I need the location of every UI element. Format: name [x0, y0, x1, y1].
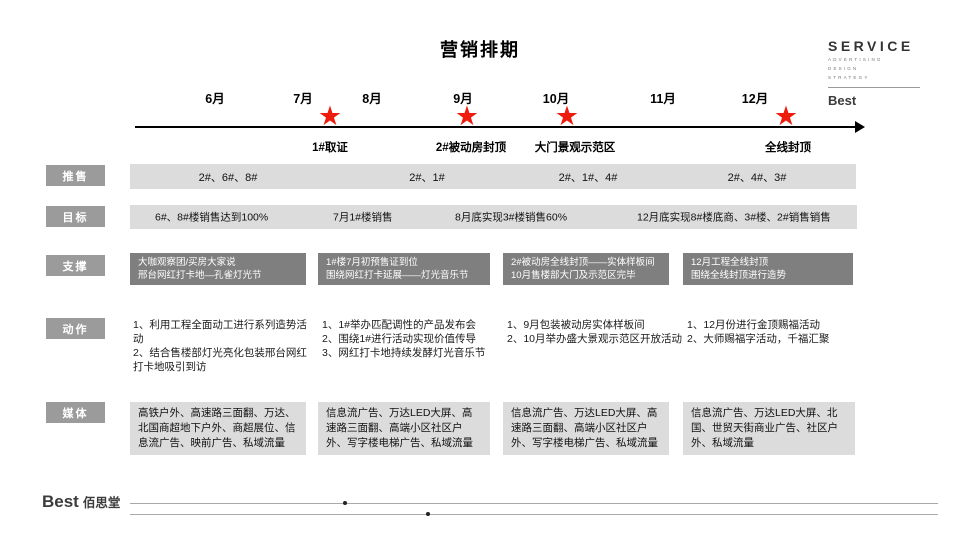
milestone-star-icon: ★: [554, 101, 580, 131]
dongzuo-cell: 1、利用工程全面动工进行系列造势活动 2、结合售楼部灯光亮化包装邢台网红打卡地吸…: [133, 319, 307, 373]
row-label-dongzuo: 动作: [46, 318, 105, 339]
row-label-zhicheng: 支撑: [46, 255, 105, 276]
meiti-box: 信息流广告、万达LED大屏、北国、世贸天街商业广告、社区户外、私域流量: [683, 402, 855, 455]
service-logo-divider: [828, 87, 920, 88]
footer-line-dot: [426, 512, 430, 516]
mubiao-cell: 6#、8#楼销售达到100%: [155, 211, 269, 224]
month-label-dec: 12月: [741, 92, 769, 106]
month-label-jun: 6月: [205, 92, 225, 106]
zhicheng-box: 2#被动房全线封顶——实体样板间 10月售楼部大门及示范区完毕: [503, 253, 669, 285]
service-logo-best: Best: [828, 93, 857, 108]
tuishou-cell: 2#、6#、8#: [198, 171, 258, 184]
dongzuo-cell: 1、9月包装被动房实体样板间 2、10月举办盛大景观示范区开放活动: [507, 319, 683, 345]
timeline-arrowhead-icon: [855, 121, 865, 133]
best-logo: Best 佰思堂: [42, 492, 120, 512]
milestone-label: 1#取证: [312, 142, 348, 154]
month-label-aug: 8月: [362, 92, 382, 106]
service-logo-text: SERVICE: [828, 38, 914, 54]
meiti-box: 信息流广告、万达LED大屏、高速路三面翻、高端小区社区户外、写字楼电梯广告、私域…: [503, 402, 669, 455]
footer-line-dot: [343, 501, 347, 505]
milestone-star-icon: ★: [773, 101, 799, 131]
service-logo-sub-strategy: STRATEGY: [828, 75, 870, 80]
tuishou-cell: 2#、4#、3#: [727, 171, 787, 184]
meiti-box: 信息流广告、万达LED大屏、高速路三面翻、高端小区社区户外、写字楼电梯广告、私域…: [318, 402, 490, 455]
mubiao-cell: 12月底实现8#楼底商、3#楼、2#销售销售: [637, 211, 831, 224]
timeline-axis: [135, 126, 857, 128]
mubiao-bar: 6#、8#楼销售达到100% 7月1#楼销售 8月底实现3#楼销售60% 12月…: [130, 205, 857, 229]
footer-line: [130, 514, 938, 515]
mubiao-cell: 8月底实现3#楼销售60%: [455, 211, 568, 224]
dongzuo-cell: 1、12月份进行金顶赐福活动 2、大师赐福字活动，千福汇聚: [687, 319, 830, 345]
tuishou-cell: 2#、1#: [409, 171, 445, 184]
milestone-label: 2#被动房封顶: [435, 142, 507, 154]
month-label-jul: 7月: [293, 92, 313, 106]
milestone-label: 全线封顶: [765, 142, 811, 154]
month-label-nov: 11月: [650, 92, 676, 106]
page-title: 营销排期: [440, 40, 520, 60]
best-logo-studio: 佰思堂: [82, 496, 121, 510]
meiti-box: 高铁户外、高速路三面翻、万达、北国商超地下户外、商超展位、信息流广告、映前广告、…: [130, 402, 306, 455]
best-logo-text: Best: [42, 492, 79, 511]
row-label-mubiao: 目标: [46, 206, 105, 227]
milestone-label: 大门景观示范区: [534, 142, 616, 154]
service-logo-sub-advertising: ADVERTISING: [828, 57, 883, 62]
tuishou-bar: 2#、6#、8# 2#、1# 2#、1#、4# 2#、4#、3#: [130, 164, 856, 189]
dongzuo-cell: 1、1#举办匹配调性的产品发布会 2、围绕1#进行活动实现价值传导 3、网红打卡…: [322, 319, 486, 359]
mubiao-cell: 7月1#楼销售: [333, 211, 393, 224]
row-label-tuishou: 推售: [46, 165, 105, 186]
tuishou-cell: 2#、1#、4#: [558, 171, 618, 184]
row-label-meiti: 媒体: [46, 402, 105, 423]
month-label-sep: 9月: [453, 92, 473, 106]
zhicheng-box: 12月工程全线封顶 围绕全线封顶进行造势: [683, 253, 853, 285]
zhicheng-box: 大咖观察团/买房大家说 邢台网红打卡地—孔雀灯光节: [130, 253, 306, 285]
zhicheng-box: 1#楼7月初预售证到位 围绕网红打卡延展——灯光音乐节: [318, 253, 490, 285]
footer-line: [130, 503, 938, 504]
milestone-star-icon: ★: [454, 101, 480, 131]
month-label-oct: 10月: [542, 92, 570, 106]
service-logo-sub-design: DESIGN: [828, 66, 859, 71]
milestone-star-icon: ★: [317, 101, 343, 131]
service-logo: SERVICE ADVERTISING DESIGN STRATEGY Best: [828, 38, 928, 108]
